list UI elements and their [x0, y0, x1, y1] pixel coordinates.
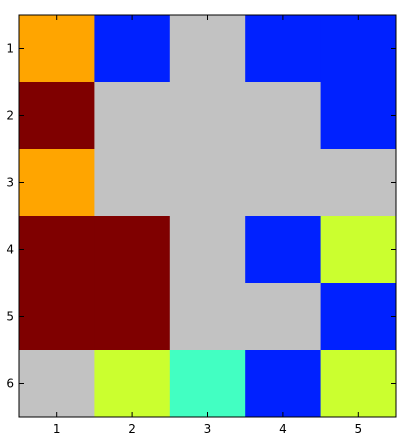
heatmap-cell: [94, 149, 171, 217]
y-tick-label: 6: [6, 377, 14, 391]
y-tick-label: 2: [6, 109, 14, 123]
heatmap-cell: [320, 216, 397, 284]
heatmap-cell: [169, 149, 246, 217]
heatmap-cell: [169, 15, 246, 83]
heatmap-cells: [19, 15, 397, 418]
x-tick-label: 2: [128, 422, 136, 436]
heatmap-cell: [320, 15, 397, 83]
heatmap-cell: [245, 350, 322, 418]
y-tick-label: 1: [6, 42, 14, 56]
heatmap-cell: [94, 15, 171, 83]
heatmap-cell: [245, 149, 322, 217]
heatmap-cell: [19, 283, 95, 351]
heatmap-cell: [169, 283, 246, 351]
x-tick-label: 4: [279, 422, 287, 436]
x-tick-label: 1: [53, 422, 61, 436]
heatmap-cell: [245, 15, 322, 83]
heatmap-cell: [245, 216, 322, 284]
heatmap-cell: [94, 82, 171, 150]
axis-ticks: [19, 15, 396, 417]
heatmap-cell: [19, 350, 95, 418]
heatmap-cell: [320, 350, 397, 418]
heatmap-cell: [94, 350, 171, 418]
heatmap-cell: [245, 283, 322, 351]
heatmap-cell: [94, 216, 171, 284]
y-tick-label: 4: [6, 243, 14, 257]
heatmap-cell: [94, 283, 171, 351]
heatmap-cell: [19, 216, 95, 284]
heatmap-cell: [169, 350, 246, 418]
heatmap-cell: [320, 283, 397, 351]
heatmap-cell: [19, 149, 95, 217]
heatmap-cell: [320, 149, 397, 217]
y-tick-label: 3: [6, 176, 14, 190]
heatmap-cell: [320, 82, 397, 150]
y-tick-labels: 1 2 3 4 5 6: [6, 42, 14, 391]
heatmap-cell: [19, 15, 95, 83]
heatmap-cell: [169, 216, 246, 284]
heatmap-cell: [169, 82, 246, 150]
x-tick-labels: 1 2 3 4 5: [53, 422, 362, 436]
heatmap-cell: [245, 82, 322, 150]
y-tick-label: 5: [6, 310, 14, 324]
heatmap-cell: [19, 82, 95, 150]
x-tick-label: 5: [354, 422, 362, 436]
x-tick-label: 3: [204, 422, 212, 436]
